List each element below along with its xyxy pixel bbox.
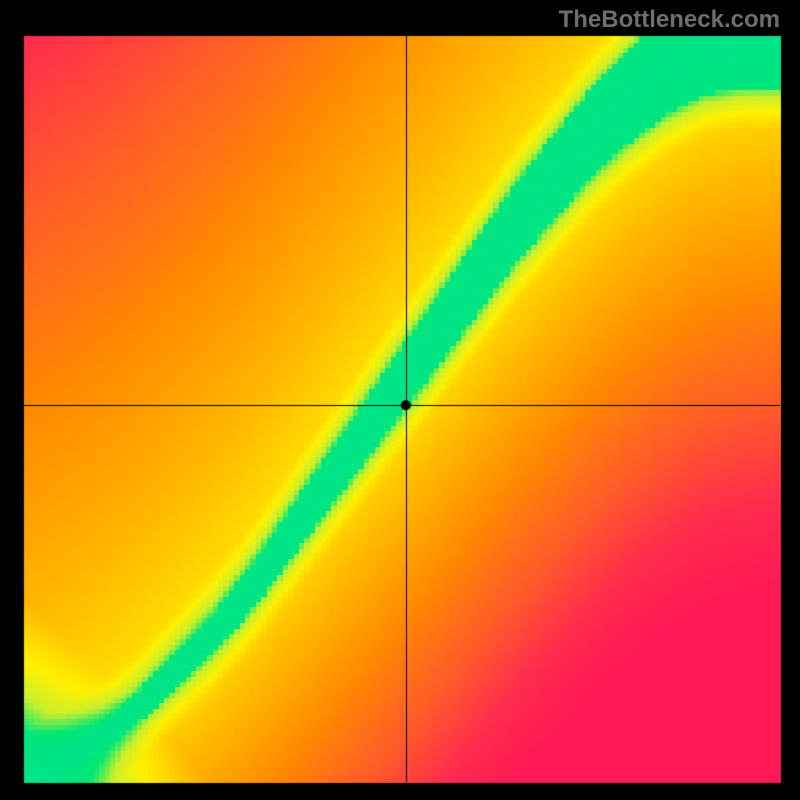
watermark-text: TheBottleneck.com <box>559 6 780 34</box>
chart-container: TheBottleneck.com <box>0 0 800 800</box>
heatmap-canvas <box>0 0 800 800</box>
